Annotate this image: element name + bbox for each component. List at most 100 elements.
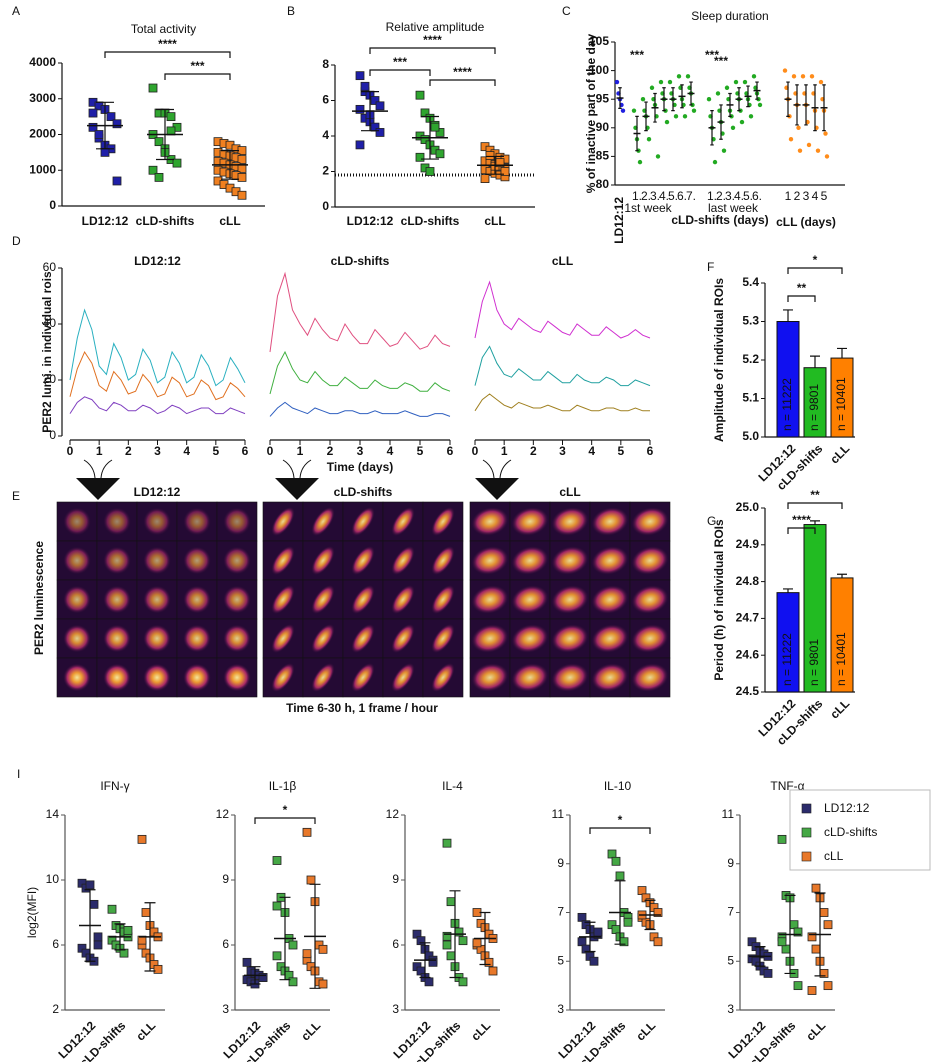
image-signal [511,585,549,614]
y-tick-label: 5.4 [742,275,759,289]
category-label: cLL [298,1018,323,1043]
data-point [807,932,817,942]
image-signal [183,663,211,692]
panel-letter: I [17,767,20,781]
data-point [788,137,794,142]
image-signal [311,623,335,654]
y-tick-label: 3 [727,1002,734,1016]
x-tick-label: 0 [472,444,479,458]
data-point [712,159,718,165]
data-point [715,91,721,96]
data-point [416,936,426,946]
sd-bar [309,883,321,989]
image-signal [271,623,295,654]
grid-title: LD12:12 [134,485,181,499]
y-tick-label: 9 [727,856,734,870]
data-point [797,148,803,153]
sd-bar [784,894,796,975]
image-signal [63,624,91,653]
legend-swatch [801,827,812,838]
data-point [375,128,385,137]
data-point [730,125,736,130]
data-point [442,838,452,848]
image-signal [551,546,589,575]
x-tick-label: 2 [125,444,132,458]
sd-bar [813,84,817,132]
data-point [370,96,380,105]
chart-title: Sleep duration [691,9,768,23]
data-point [166,126,176,136]
image-signal [351,545,375,576]
data-point [430,122,440,132]
sd-bar [144,902,156,972]
y-tick-label: 6 [52,937,59,951]
bracket [429,79,496,86]
data-point [172,158,182,168]
error-bar [783,309,793,322]
arrow-stem [482,459,512,479]
category-label: 4. [734,189,744,203]
data-point [166,112,176,122]
image-signal [431,506,455,537]
sd-bar [486,155,504,175]
data-point [355,140,365,150]
image-signal [63,546,91,575]
image-signal [551,624,589,653]
sd-bar [644,899,656,931]
data-point [442,931,452,941]
data-point [653,937,663,947]
data-point [148,83,158,93]
data-point [796,125,801,130]
trace [474,345,651,387]
chart-title: IL-10 [604,779,632,793]
image-signal [471,663,509,692]
data-point [458,977,468,987]
data-point [112,176,122,186]
image-signal [551,507,589,536]
sd-bar [653,92,657,123]
data-point [607,849,617,859]
y-tick-label: 4000 [29,55,56,69]
chart-title: Total activity [131,22,196,36]
image-signal [311,506,335,537]
significance: **** [423,33,442,47]
data-point [360,81,370,91]
error-bar [837,347,847,359]
trace [269,350,451,395]
data-point [288,940,298,950]
data-point [793,927,803,937]
x-tick-label: 6 [647,444,654,458]
arrow-head [76,478,120,500]
y-tick-label: 85 [596,149,610,163]
data-point [446,897,456,907]
data-point [748,114,754,119]
image-signal [631,624,669,653]
sd-bar [279,896,291,981]
data-point [420,135,430,144]
sd-bar [746,85,750,108]
n-label: n = 11222 [780,633,794,686]
data-point [112,119,122,129]
y-tick-label: 80 [596,177,610,191]
data-point [577,912,587,922]
category-label: 5 [821,189,828,203]
arrow-stem [282,459,312,479]
data-point [706,97,712,102]
y-tick-label: 24.6 [736,647,760,661]
sd-bar [680,84,684,109]
data-point [809,74,815,79]
category-label: cLL [827,696,852,721]
data-point [472,938,482,948]
y-tick-label: 12 [386,807,400,821]
image-signal [103,663,131,692]
panel-letter: G [707,514,716,528]
data-point [811,944,821,954]
image-signal [431,545,455,576]
x-tick-label: 0 [67,444,74,458]
significance: *** [705,48,719,62]
image-signal [511,663,549,692]
data-point [631,108,637,113]
data-point [123,925,133,935]
category-label: cLL [827,441,852,466]
